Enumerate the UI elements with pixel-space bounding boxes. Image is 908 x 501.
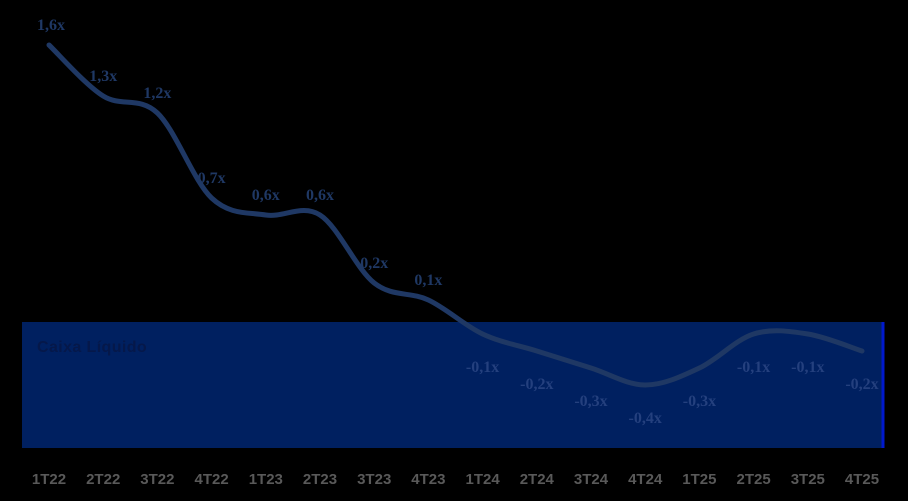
net-cash-band-label: Caixa Líquido	[37, 339, 147, 356]
data-label: -0,3x	[683, 393, 716, 410]
x-axis-label: 1T22	[32, 471, 66, 488]
data-label: 0,6x	[252, 187, 280, 204]
data-label: -0,1x	[466, 359, 499, 376]
data-label: 0,2x	[360, 255, 388, 272]
x-axis-label: 4T25	[845, 471, 879, 488]
x-axis-label: 1T23	[249, 471, 283, 488]
x-axis-label: 1T25	[682, 471, 716, 488]
data-label: -0,2x	[520, 376, 553, 393]
x-axis-label: 3T24	[574, 471, 609, 488]
data-label: -0,2x	[845, 376, 878, 393]
x-axis-label: 3T25	[791, 471, 825, 488]
data-label: 0,7x	[198, 170, 226, 187]
x-axis-label: 3T23	[357, 471, 391, 488]
x-axis-label: 4T24	[628, 471, 663, 488]
x-axis-label: 3T22	[140, 471, 174, 488]
data-label: -0,1x	[737, 359, 770, 376]
x-axis-label: 4T22	[194, 471, 228, 488]
x-axis-label: 1T24	[465, 471, 500, 488]
data-label: 1,6x	[37, 17, 65, 34]
data-label: -0,3x	[574, 393, 607, 410]
data-label: 0,6x	[306, 187, 334, 204]
data-label: -0,1x	[791, 359, 824, 376]
x-axis-label: 2T24	[520, 471, 555, 488]
band-right-edge	[881, 322, 885, 448]
data-label: -0,4x	[629, 410, 662, 427]
net-cash-band	[22, 322, 884, 448]
x-axis-label: 4T23	[411, 471, 445, 488]
data-label: 1,2x	[143, 85, 171, 102]
data-label: 0,1x	[414, 272, 442, 289]
data-label: 1,3x	[89, 68, 117, 85]
x-axis-label: 2T23	[303, 471, 337, 488]
x-axis-label: 2T22	[86, 471, 120, 488]
x-axis-label: 2T25	[736, 471, 770, 488]
leverage-line-series	[46, 42, 865, 388]
